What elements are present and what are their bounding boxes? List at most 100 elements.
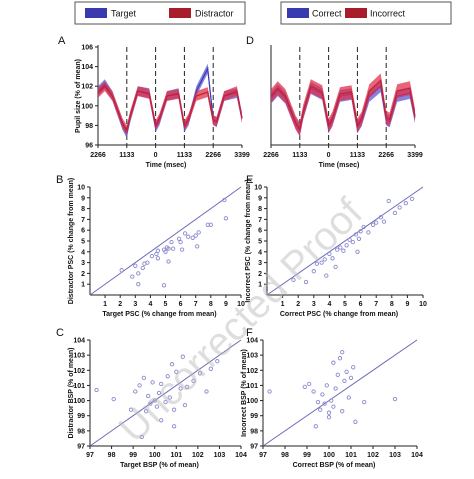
x-tick-label: 4	[148, 301, 152, 308]
scatter-point	[320, 392, 325, 397]
y-tick-label: 102	[73, 368, 85, 375]
x-tick-label: 10	[419, 301, 427, 308]
x-tick-label: 102	[367, 452, 379, 459]
scatter-point	[174, 369, 179, 374]
scatter-point	[130, 274, 135, 279]
scatter-point	[311, 389, 316, 394]
scatter-point	[176, 236, 182, 241]
y-tick-label: 98	[77, 428, 85, 435]
y-tick-label: 102	[81, 84, 93, 91]
scatter-point	[307, 381, 312, 387]
scatter-point	[178, 386, 183, 391]
x-tick-label: 9	[224, 301, 228, 308]
scatter-point	[303, 279, 309, 285]
legend-left-frame	[74, 1, 246, 25]
scatter-point	[327, 251, 332, 257]
y-axis-label: Pupil size (% of mean)	[75, 59, 82, 133]
x-tick-label: 97	[86, 452, 94, 459]
panel-letter: F	[246, 327, 253, 339]
y-tick-label: 98	[85, 123, 93, 130]
scatter-point	[351, 365, 356, 370]
scatter-point	[409, 196, 415, 202]
x-tick-label: 4	[327, 301, 331, 308]
x-tick-label: 2	[118, 301, 122, 308]
x-tick-label: 2266	[90, 152, 106, 159]
scatter-point	[337, 356, 343, 361]
scatter-point	[313, 424, 318, 429]
x-tick-label: 103	[389, 452, 401, 459]
scatter-point	[169, 239, 174, 245]
scatter-point	[362, 399, 367, 405]
legend-swatch-red	[169, 8, 191, 18]
scatter-point	[392, 210, 398, 216]
scatter-point	[182, 402, 188, 408]
scatter-point	[215, 359, 220, 364]
scatter-point	[133, 389, 138, 394]
x-tick-label: 98	[108, 452, 116, 459]
scatter-point	[356, 236, 362, 241]
y-tick-label: 9	[81, 195, 85, 202]
identity-line	[262, 339, 418, 447]
scatter-point	[111, 396, 116, 402]
y-tick-label: 104	[73, 338, 85, 345]
scatter-point	[322, 401, 327, 406]
scatter-point	[311, 269, 316, 274]
y-tick-label: 101	[246, 383, 258, 390]
y-tick-label: 2	[258, 271, 262, 278]
scatter-point	[340, 349, 345, 355]
y-tick-label: 106	[81, 45, 93, 52]
panel-letter: D	[246, 35, 254, 47]
scatter-point	[165, 374, 170, 379]
scatter-point	[358, 229, 363, 234]
y-tick-label: 7	[81, 217, 85, 224]
y-tick-label: 103	[73, 353, 85, 360]
scatter-point	[156, 390, 162, 396]
scatter-point	[152, 398, 157, 403]
scatter-point	[378, 215, 384, 220]
legend-label-target: Target	[111, 9, 137, 19]
x-tick-label: 1133	[292, 152, 307, 159]
y-tick-label: 97	[250, 444, 258, 451]
x-tick-label: 101	[170, 452, 182, 459]
x-tick-label: 100	[323, 452, 335, 459]
scatter-point	[136, 271, 141, 276]
x-tick-label: 9	[405, 301, 409, 308]
y-tick-label: 6	[81, 228, 85, 235]
y-tick-label: 10	[77, 185, 85, 192]
x-tick-label: 100	[149, 452, 161, 459]
x-tick-label: 99	[303, 452, 311, 459]
y-tick-label: 10	[254, 185, 262, 192]
scatter-point	[159, 381, 164, 387]
legend-label-correct: Correct	[312, 9, 342, 19]
x-tick-label: 8	[390, 301, 394, 308]
scatter-point	[180, 354, 185, 359]
scatter-point	[392, 396, 398, 402]
y-tick-label: 8	[258, 206, 262, 213]
y-tick-label: 103	[246, 353, 258, 360]
scatter-point	[182, 231, 188, 236]
scatter-point	[171, 407, 177, 412]
y-axis-label: Distractor BSP (% of mean)	[68, 348, 75, 439]
scatter-point	[170, 246, 176, 251]
x-tick-label: 3399	[234, 152, 250, 159]
y-axis-label: Incorrect BSP (% of mean)	[241, 349, 248, 437]
x-tick-label: 3	[133, 301, 137, 308]
x-tick-label: 102	[192, 452, 204, 459]
scatter-point	[171, 424, 177, 429]
legend-swatch-red	[345, 8, 367, 18]
scatter-point	[350, 239, 355, 245]
x-tick-label: 97	[259, 452, 267, 459]
y-tick-label: 7	[258, 217, 262, 224]
scatter-point	[344, 369, 349, 374]
x-tick-label: 0	[154, 152, 158, 159]
y-tick-label: 104	[81, 64, 93, 71]
series-line-red	[270, 79, 416, 131]
panel-b: B 1 2 3 4 5 6 7 8 9 10 1 2 3 4 5 6 7 8 9 10 Target PSC (% cha…	[56, 174, 245, 318]
scatter-point	[154, 404, 160, 409]
x-tick-label: 1133	[350, 152, 365, 159]
y-tick-label: 100	[246, 398, 258, 405]
series-line-blue	[97, 66, 243, 135]
series-line-red	[97, 85, 243, 132]
scatter-point	[149, 253, 155, 259]
scatter-point	[326, 415, 332, 420]
